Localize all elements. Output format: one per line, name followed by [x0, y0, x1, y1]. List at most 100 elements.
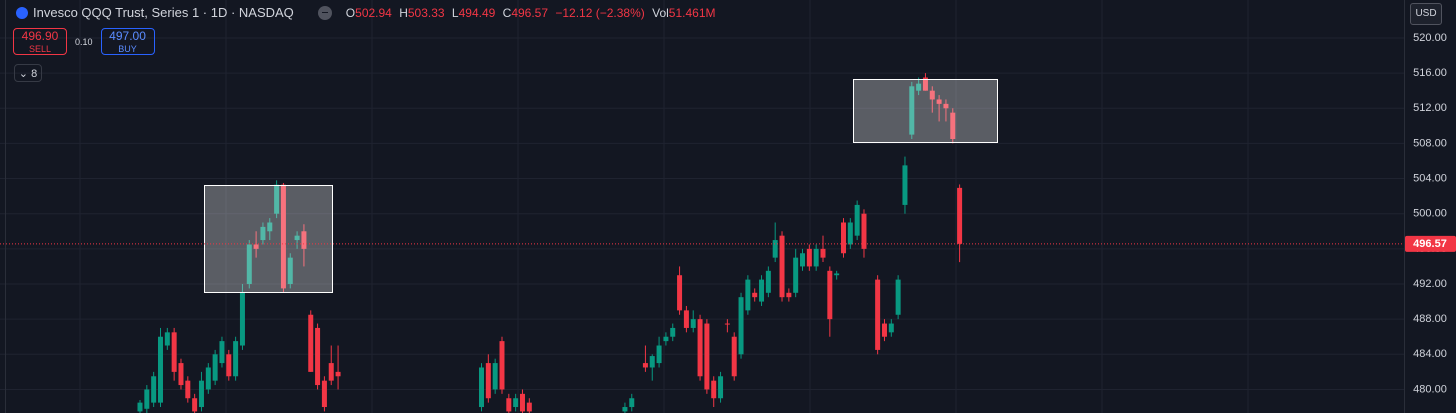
candle-body — [690, 319, 696, 328]
candle-body — [321, 380, 327, 408]
candle-body — [280, 184, 286, 289]
candle-body — [663, 336, 669, 342]
candle-body — [929, 90, 935, 100]
candle-body — [813, 248, 819, 267]
candle-body — [704, 323, 710, 390]
y-tick-label: 488.00 — [1413, 313, 1447, 325]
high-key: H — [399, 5, 408, 20]
indicator-count: 8 — [31, 68, 38, 80]
candle-body — [622, 407, 628, 412]
sell-price: 496.90 — [21, 29, 59, 43]
symbol-title[interactable]: Invesco QQQ Trust, Series 1 · 1D · NASDA… — [33, 5, 294, 20]
ohlc-values: O502.94 H503.33 L494.49 C496.57 −12.12 (… — [346, 6, 720, 20]
candle-body — [800, 253, 806, 267]
low-key: L — [451, 5, 459, 20]
symbol-logo — [16, 6, 28, 19]
y-tick-label: 520.00 — [1413, 32, 1447, 44]
y-tick-label: 500.00 — [1413, 208, 1447, 220]
candle-body — [820, 248, 826, 258]
candle-body — [171, 332, 177, 372]
candle-body — [198, 380, 204, 408]
candle-body — [513, 398, 519, 408]
candle-body — [260, 226, 266, 241]
open-key: O — [345, 5, 356, 20]
trade-buttons: 496.90 SELL 0.10 497.00 BUY — [13, 28, 155, 55]
candle-body — [847, 222, 853, 245]
candle-body — [137, 402, 143, 412]
candle-body — [950, 112, 956, 140]
candle-body — [724, 323, 730, 325]
collapse-button[interactable] — [317, 5, 332, 20]
highlight-box[interactable] — [204, 185, 333, 293]
highlight-box[interactable] — [853, 79, 998, 143]
spread: 0.10 — [75, 36, 93, 47]
candle-body — [745, 279, 751, 311]
candle-body — [328, 363, 334, 381]
candle-body — [909, 86, 915, 135]
candle-body — [205, 367, 211, 390]
candle-body — [233, 341, 239, 377]
sell-button[interactable]: 496.90 SELL — [13, 28, 67, 55]
candle-body — [492, 363, 498, 390]
candle-body — [499, 341, 505, 390]
candle-body — [629, 398, 635, 408]
candle-body — [738, 297, 744, 355]
currency-button[interactable]: USD — [1410, 3, 1442, 25]
y-tick-label: 512.00 — [1413, 102, 1447, 114]
candle-body — [957, 187, 963, 244]
indicator-toggle[interactable]: ⌄ 8 — [14, 64, 42, 82]
close-key: C — [502, 5, 512, 20]
candle-body — [239, 292, 245, 346]
candle-body — [246, 244, 252, 285]
price-axis: 480.00484.00488.00492.00496.00500.00504.… — [1413, 32, 1447, 395]
buy-label: BUY — [118, 44, 137, 54]
candle-body — [936, 99, 942, 104]
candle-body — [164, 332, 170, 346]
close-value: 496.57 — [511, 5, 549, 20]
buy-price: 497.00 — [109, 29, 146, 43]
candle-body — [718, 376, 724, 399]
candle-body — [827, 270, 833, 320]
open-value: 502.94 — [355, 5, 392, 20]
candle-body — [854, 204, 860, 236]
candle-body — [335, 371, 341, 377]
candle-body — [519, 393, 525, 412]
candle-body — [922, 77, 928, 91]
candle-body — [806, 248, 812, 267]
volume-value: 51.461M — [668, 5, 716, 20]
candle-body — [711, 380, 717, 399]
candle-body — [875, 279, 881, 350]
candle-body — [253, 244, 259, 249]
candle-body — [287, 257, 293, 285]
candle-body — [526, 402, 532, 412]
candle-body — [485, 363, 491, 399]
buy-button[interactable]: 497.00 BUY — [100, 28, 155, 55]
candle-body — [677, 275, 683, 311]
candle-body — [786, 292, 792, 298]
high-value: 503.33 — [407, 5, 445, 20]
low-value: 494.49 — [458, 5, 496, 20]
candle-body — [315, 327, 321, 386]
y-tick-label: 516.00 — [1413, 67, 1447, 79]
candle-body — [642, 363, 648, 368]
candle-body — [840, 222, 846, 254]
y-tick-label: 484.00 — [1413, 348, 1447, 360]
candle-body — [861, 213, 867, 249]
candle-body — [157, 336, 163, 403]
candle-body — [267, 222, 273, 232]
candle-body — [649, 356, 655, 368]
last-price-label: 496.57 — [1413, 238, 1447, 250]
candle-body — [308, 314, 314, 372]
candle-body — [759, 279, 765, 302]
candle-body — [916, 83, 922, 91]
sell-label: SELL — [28, 44, 52, 54]
candle-body — [479, 367, 484, 408]
candle-body — [144, 389, 150, 409]
candle-body — [294, 235, 300, 241]
vertical-grid — [79, 0, 1249, 413]
candle-body — [881, 323, 887, 337]
candle-body — [834, 273, 840, 276]
candle-body — [185, 380, 191, 399]
